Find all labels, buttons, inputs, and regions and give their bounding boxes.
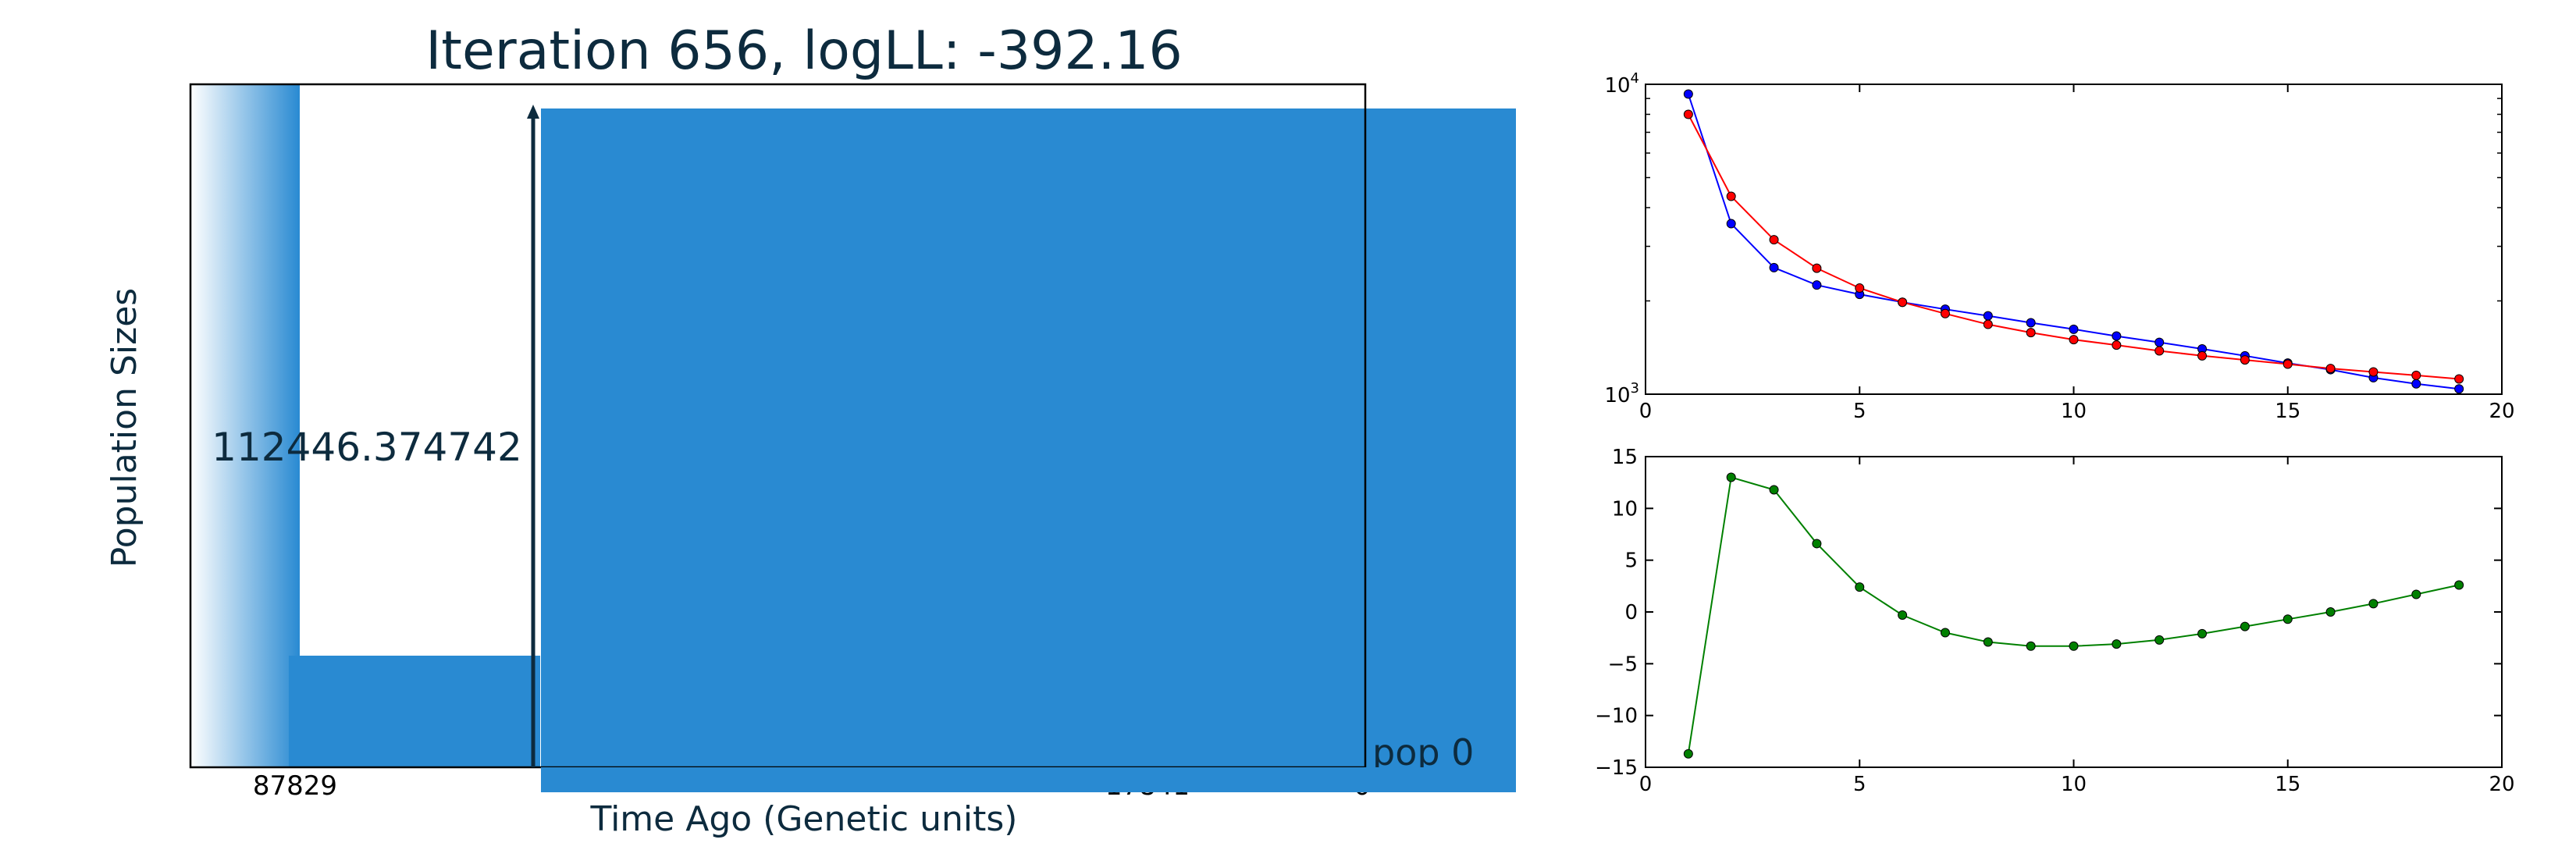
data-point — [2411, 589, 2421, 599]
main-title: Iteration 656, logLL: -392.16 — [425, 20, 1183, 82]
data-point — [1726, 191, 1736, 201]
x-tick-label: 0 — [1639, 773, 1653, 796]
data-point — [2069, 324, 2079, 334]
data-point — [1812, 280, 1822, 290]
data-point — [2282, 359, 2293, 369]
series-line — [1687, 94, 2460, 390]
data-point — [2026, 641, 2036, 651]
population-bar-large — [541, 108, 1516, 792]
data-point — [1726, 219, 1736, 229]
data-point — [1726, 472, 1736, 482]
data-point — [1769, 485, 1779, 495]
x-tick-label: 15 — [2275, 773, 2300, 796]
data-point — [2454, 384, 2464, 394]
y-tick-label: 5 — [1624, 550, 1638, 573]
data-point — [2240, 355, 2250, 365]
data-point — [2411, 370, 2421, 380]
data-point — [2197, 350, 2208, 361]
data-point — [2069, 641, 2079, 651]
data-point — [1812, 263, 1822, 273]
data-point — [1812, 539, 1822, 549]
y-tick-label: −5 — [1608, 653, 1638, 676]
data-point — [2026, 318, 2036, 328]
data-point — [2154, 346, 2165, 356]
data-point — [2325, 364, 2336, 374]
data-point — [1683, 749, 1693, 759]
data-point — [1983, 311, 1993, 321]
data-point — [1898, 610, 1908, 620]
data-point — [2368, 599, 2379, 609]
data-point — [1855, 582, 1865, 592]
size-arrow-head — [527, 105, 539, 119]
data-point — [1683, 109, 1693, 119]
y-tick-label: 104 — [1604, 70, 1639, 98]
y-tick-label: 15 — [1612, 446, 1638, 469]
x-axis-label: Time Ago (Genetic units) — [590, 799, 1018, 839]
x-tick-label: 10 — [2061, 773, 2087, 796]
x-tick-label: 20 — [2489, 400, 2514, 423]
axes-frame — [1645, 456, 2503, 768]
bottom-right-linear-chart: 0 5 10 15 20 15 10 5 0 −5 −10 −15 — [1595, 446, 2514, 796]
population-size-label: 112446.374742 — [212, 425, 522, 470]
data-point — [1855, 283, 1865, 293]
data-point — [1940, 308, 1950, 318]
data-point — [2112, 331, 2122, 341]
x-tick-label: 5 — [1853, 400, 1866, 423]
x-tick-label: 5 — [1853, 773, 1866, 796]
data-point — [1769, 262, 1779, 272]
data-point — [2197, 628, 2208, 638]
x-tick-label: 20 — [2489, 773, 2514, 796]
x-tick-label: 87829 — [253, 770, 337, 802]
data-point — [1940, 628, 1950, 638]
data-point — [2112, 639, 2122, 649]
data-point — [2240, 621, 2250, 631]
population-name-label: pop 0 — [1372, 731, 1474, 774]
data-point — [2154, 337, 2165, 347]
data-point — [1898, 297, 1908, 308]
y-axis-label: Population Sizes — [105, 288, 144, 567]
x-tick-label: 0 — [1639, 400, 1653, 423]
top-right-log-chart: 0 5 10 15 20 103 104 — [1604, 70, 2514, 423]
data-point — [2026, 328, 2036, 338]
x-tick-label: 10 — [2061, 400, 2087, 423]
series-line — [1687, 476, 2460, 754]
population-bar-large-overlap — [541, 767, 1516, 792]
data-point — [2325, 607, 2336, 617]
data-point — [1983, 319, 1993, 329]
data-point — [1983, 637, 1993, 647]
population-gradient-strip — [190, 84, 300, 767]
y-tick-label: −10 — [1595, 705, 1638, 728]
data-point — [1769, 235, 1779, 245]
x-tick-label: 15 — [2275, 400, 2300, 423]
population-bar-small — [289, 656, 540, 767]
y-tick-label: −15 — [1595, 756, 1638, 780]
data-point — [1683, 89, 1693, 99]
y-tick-label: 10 — [1612, 497, 1638, 521]
data-point — [2454, 374, 2464, 384]
data-point — [2112, 340, 2122, 350]
data-point — [2454, 580, 2464, 590]
data-point — [2368, 367, 2379, 377]
data-point — [2069, 335, 2079, 345]
data-point — [2411, 379, 2421, 389]
data-point — [2282, 614, 2293, 624]
population-size-plot: Iteration 656, logLL: -392.16 Population… — [105, 20, 1516, 839]
y-tick-label: 103 — [1604, 380, 1639, 407]
data-point — [2154, 635, 2165, 645]
y-tick-label: 0 — [1624, 601, 1638, 624]
